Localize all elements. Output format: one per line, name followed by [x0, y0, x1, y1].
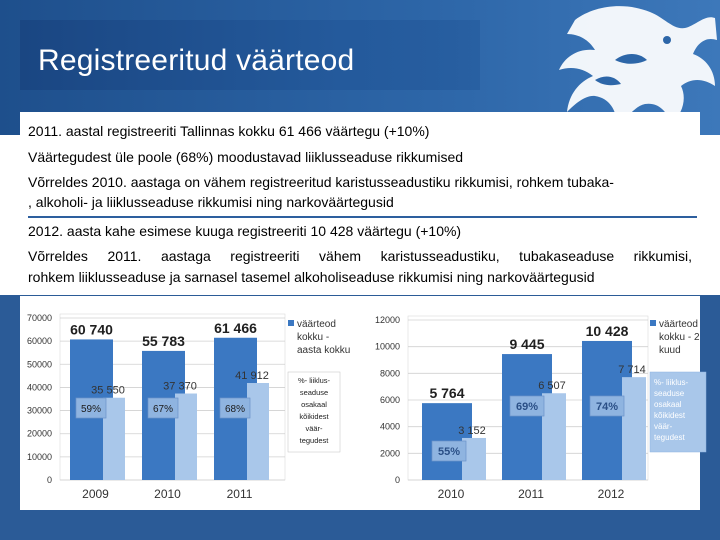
chart2-bar-total-label: 5 764 — [429, 385, 464, 401]
text-panel — [20, 112, 700, 296]
chart1-bar-total-label: 60 740 — [70, 321, 113, 337]
chart2-x-category-label: 2011 — [518, 487, 544, 501]
chart2-percent-box — [589, 395, 625, 417]
chart1-bar-secondary-label: 37 370 — [163, 381, 197, 393]
paragraph-4: 2012. aasta kahe esimese kuuga registree… — [28, 223, 462, 239]
chart2-x-category-label: 2010 — [438, 487, 465, 501]
chart1-y-tick-label: 30000 — [27, 406, 52, 416]
chart2-bar-total-label: 9 445 — [509, 336, 544, 352]
paragraph-5-line-1: Võrreldes 2011. aastaga registreeriti vä… — [28, 248, 692, 264]
chart2-y-tick-label: 4000 — [380, 422, 400, 432]
chart2-bar-total-label: 10 428 — [586, 323, 629, 339]
chart2-percent-box — [509, 395, 545, 417]
chart1-y-tick-label: 40000 — [27, 382, 52, 392]
chart1-legend-pct-box — [287, 371, 341, 453]
chart1-y-tick-label: 10000 — [27, 452, 52, 462]
chart1-percent-label: 67% — [153, 404, 173, 415]
chart1-y-tick-label: 60000 — [27, 336, 52, 346]
title-backdrop — [20, 20, 480, 90]
chart1-bar-secondary — [247, 383, 269, 480]
chart2-y-tick-label: 0 — [395, 475, 400, 485]
chart2-percent-label: 74% — [596, 401, 618, 413]
paragraph-3-line-2: , alkoholi- ja liiklusseaduse rikkumisi … — [28, 194, 394, 210]
chart2-percent-label: 69% — [516, 401, 538, 413]
paragraph-5-line-2: rohkem liiklusseaduse ja sarnasel taseme… — [28, 269, 595, 285]
chart1-legend-total-text: kokku - — [297, 332, 329, 343]
paragraph-3-line-1: Võrreldes 2010. aastaga on vähem registr… — [28, 174, 614, 190]
chart1-percent-box — [75, 397, 107, 419]
chart1-bar-secondary-label: 35 550 — [91, 385, 125, 397]
chart1-bar-secondary — [175, 393, 197, 480]
chart1-y-tick-label: 50000 — [27, 359, 52, 369]
chart1-percent-box — [219, 397, 251, 419]
chart1-legend-pct-text: tegudest — [300, 436, 330, 445]
chart2-legend-pct-text: kõikidest — [654, 411, 686, 420]
chart2-bar-secondary-label: 3 152 — [458, 425, 486, 437]
chart1-x-category-label: 2010 — [154, 487, 181, 501]
chart1-legend-total-text: väärteod — [297, 319, 336, 330]
tallinn-lion-emblem-icon — [559, 6, 717, 127]
chart2-y-tick-label: 12000 — [375, 315, 400, 325]
chart1-legend-pct-text: kõikidest — [299, 412, 329, 421]
chart1-legend-pct-text: osakaal — [301, 400, 327, 409]
chart2-bar-secondary — [542, 393, 566, 480]
chart1-bar-secondary-label: 41 912 — [235, 370, 269, 382]
paragraph-2: Väärtegudest üle poole (68%) moodustavad… — [28, 149, 464, 165]
section-separator — [28, 216, 697, 218]
chart2-legend-pct-text: tegudest — [654, 433, 685, 442]
chart2-legend-pct-box — [649, 371, 707, 453]
chart1-bar-secondary — [103, 397, 125, 480]
chart1-percent-box — [147, 397, 179, 419]
slide-title: Registreeritud väärteod — [38, 44, 355, 77]
chart1-legend-pct-text: seaduse — [300, 388, 328, 397]
chart2-percent-box — [431, 440, 467, 462]
chart1-y-tick-label: 0 — [47, 475, 52, 485]
chart2-y-tick-label: 10000 — [375, 342, 400, 352]
chart1-bar-total-label: 61 466 — [214, 320, 257, 336]
chart1-percent-label: 68% — [225, 404, 245, 415]
chart2-y-tick-label: 2000 — [380, 448, 400, 458]
chart1-legend-swatch-total — [288, 320, 294, 326]
chart2-y-tick-label: 6000 — [380, 395, 400, 405]
chart2-legend-pct-text: seaduse — [654, 389, 685, 398]
chart2-legend-swatch-total — [650, 320, 656, 326]
chart2-x-category-label: 2012 — [598, 487, 625, 501]
chart2-bar-secondary-label: 6 507 — [538, 380, 566, 392]
chart2-legend-total-text: kuud — [659, 345, 681, 356]
chart2-y-tick-label: 8000 — [380, 368, 400, 378]
chart2-legend-pct-text: väär- — [654, 422, 673, 431]
chart2-legend-total-text: kokku - 2 — [659, 332, 700, 343]
chart1-y-tick-label: 20000 — [27, 429, 52, 439]
paragraph-1: 2011. aastal registreeriti Tallinnas kok… — [28, 123, 430, 139]
chart2-percent-label: 55% — [438, 446, 460, 458]
chart1-y-tick-label: 70000 — [27, 313, 52, 323]
chart1-legend-pct-text: väär- — [305, 424, 323, 433]
chart2-legend-pct-text: %- liiklus- — [654, 378, 689, 387]
chart2-bar-secondary — [622, 377, 646, 480]
chart1-legend-total-text: aasta kokku — [297, 345, 350, 356]
chart1-x-category-label: 2011 — [227, 487, 253, 501]
chart2-legend-pct-text: osakaal — [654, 400, 682, 409]
chart2-bar-secondary-label: 7 714 — [618, 364, 646, 376]
chart1-x-category-label: 2009 — [82, 487, 109, 501]
chart2-legend-total-text: väärteod — [659, 319, 698, 330]
chart1-percent-label: 59% — [81, 404, 101, 415]
chart1-bar-total-label: 55 783 — [142, 333, 185, 349]
chart1-legend-pct-text: %- liiklus- — [298, 376, 331, 385]
